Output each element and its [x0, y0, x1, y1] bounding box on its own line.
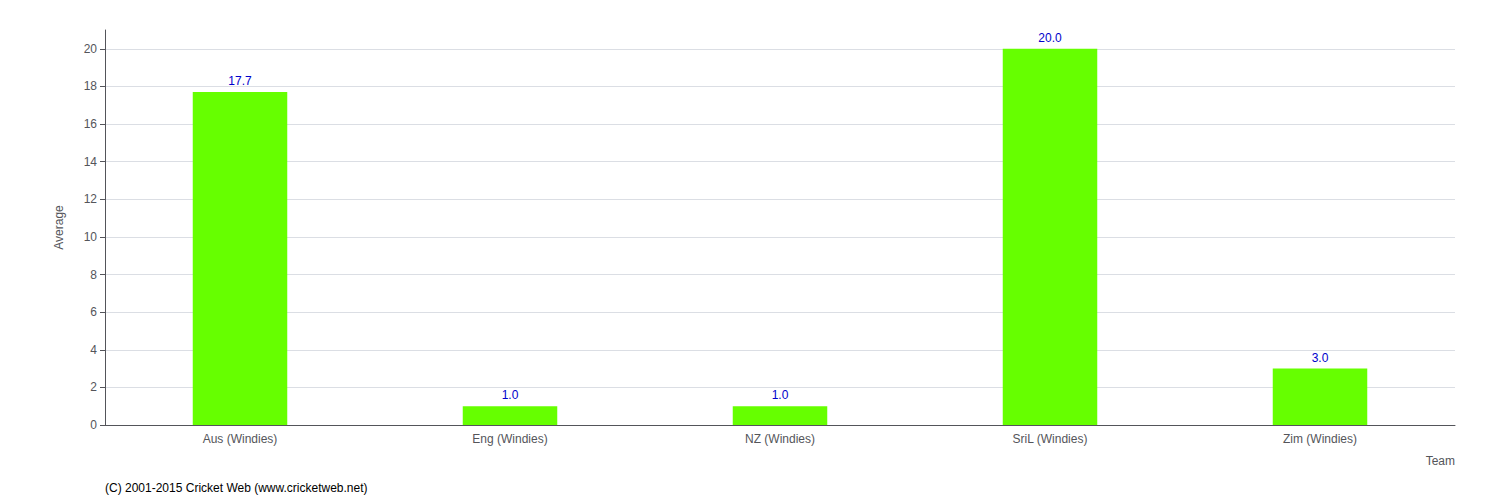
svg-text:0: 0: [90, 418, 97, 432]
svg-text:18: 18: [84, 79, 98, 93]
svg-text:1.0: 1.0: [772, 388, 789, 402]
svg-text:20: 20: [84, 42, 98, 56]
svg-text:NZ (Windies): NZ (Windies): [745, 432, 815, 446]
svg-text:Aus (Windies): Aus (Windies): [203, 432, 278, 446]
svg-text:SriL (Windies): SriL (Windies): [1013, 432, 1088, 446]
svg-text:14: 14: [84, 155, 98, 169]
svg-text:Zim (Windies): Zim (Windies): [1283, 432, 1357, 446]
svg-text:(C) 2001-2015 Cricket Web (www: (C) 2001-2015 Cricket Web (www.cricketwe…: [105, 481, 368, 495]
svg-text:Team: Team: [1426, 454, 1455, 468]
svg-text:Average: Average: [52, 205, 66, 250]
svg-text:8: 8: [90, 268, 97, 282]
svg-text:12: 12: [84, 192, 98, 206]
svg-text:10: 10: [84, 230, 98, 244]
svg-text:Eng (Windies): Eng (Windies): [472, 432, 547, 446]
svg-text:6: 6: [90, 305, 97, 319]
svg-text:4: 4: [90, 343, 97, 357]
svg-text:20.0: 20.0: [1038, 31, 1062, 45]
svg-text:2: 2: [90, 380, 97, 394]
svg-text:17.7: 17.7: [228, 74, 252, 88]
svg-text:16: 16: [84, 117, 98, 131]
svg-text:3.0: 3.0: [1312, 351, 1329, 365]
svg-text:1.0: 1.0: [502, 388, 519, 402]
